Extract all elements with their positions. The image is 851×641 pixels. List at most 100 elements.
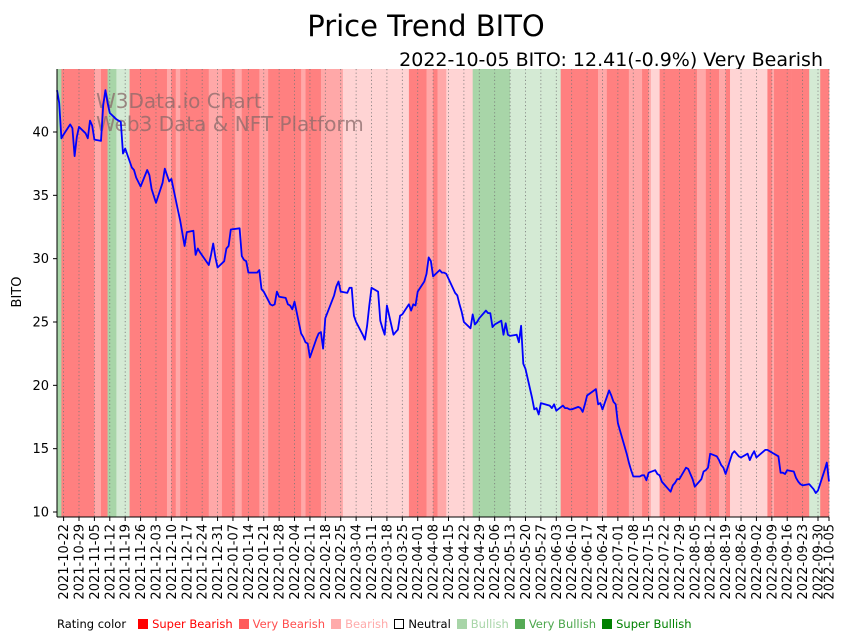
rating-band-bearish [697,69,707,517]
watermark-line-2: Web3 Data & NFT Platform [96,112,364,136]
legend-swatch [514,619,525,629]
y-axis-label: BITO [10,277,25,308]
x-tick-label: 2022-05-27 [534,524,549,600]
legend-item: Very Bullish [514,617,597,631]
rating-band-very-bearish [129,69,168,517]
y-tick-label: 10 [32,506,49,521]
x-tick-label: 2022-09-16 [781,524,796,600]
legend-swatch [331,619,342,629]
rating-band-bearish [648,69,652,517]
x-tick-label: 2021-10-29 [72,524,87,600]
x-tick-label: 2022-03-11 [365,524,380,600]
legend-label: Super Bearish [152,617,233,631]
x-tick-label: 2022-06-17 [581,524,596,600]
legend-items: Super Bearish Very Bearish Bearish Neutral B… [138,617,697,631]
rating-band-very-bearish [642,69,649,517]
rating-band-very-bearish [268,69,302,517]
x-tick-label: 2021-12-10 [165,524,180,600]
rating-band-very-bearish [560,69,599,517]
x-tick-label: 2022-09-09 [765,524,780,600]
x-tick-label: 2022-09-02 [750,524,765,600]
x-tick-label: 2022-07-08 [627,524,642,600]
x-tick-label: 2022-08-12 [704,524,719,600]
legend-swatch [238,619,249,629]
legend-label: Bearish [345,617,389,631]
x-tick-label: 2021-11-19 [119,524,134,600]
rating-band-bearish [94,69,102,517]
rating-band-bearish [166,69,172,517]
legend-item: Super Bearish [138,617,233,631]
x-tick-label: 2022-08-19 [719,524,734,600]
rating-band-neutral [650,69,660,517]
legend-label: Bullish [470,617,509,631]
rating-band-bearish [235,69,243,517]
x-tick-label: 2022-07-29 [673,524,688,600]
x-tick-label: 2022-02-18 [319,524,334,600]
y-axis-ticks: 10 15 20 25 30 35 40 [32,126,57,521]
rating-band-bearish [301,69,306,517]
x-tick-label: 2022-03-25 [396,524,411,600]
x-tick-label: 2021-11-26 [134,524,149,600]
legend-swatch [456,619,467,629]
y-tick-label: 20 [32,379,49,394]
rating-legend: Rating color Super Bearish Very Bearish Be… [57,617,698,631]
x-tick-label: 2022-04-01 [411,524,426,600]
rating-band-very-bearish [433,69,438,517]
rating-band-very-bearish [791,69,801,517]
rating-band-bearish [175,69,181,517]
legend-item: Neutral [394,617,451,631]
x-tick-label: 2022-04-15 [442,524,457,600]
x-axis-ticks: 2021-10-22 2021-10-29 2021-11-05 2021-11-12… [57,517,838,600]
legend-item: Bullish [456,617,509,631]
rating-bands [57,69,830,517]
rating-band-neutral [342,69,410,517]
rating-band-bearish [628,69,632,517]
x-tick-label: 2022-07-15 [642,524,657,600]
watermark: W3Data.io Chart Web3 Data & NFT Platform [96,89,364,136]
y-tick-label: 35 [32,189,49,204]
rating-band-bearish [771,69,775,517]
x-tick-label: 2022-01-14 [242,524,257,600]
rating-band-very-bullish [57,69,62,517]
rating-band-bearish [426,69,434,517]
rating-band-very-bearish [705,69,720,517]
y-tick-label: 25 [32,316,49,331]
x-tick-label: 2022-02-11 [303,524,318,600]
legend-label: Neutral [408,617,451,631]
y-tick-label: 15 [32,442,49,457]
x-tick-label: 2022-09-23 [796,524,811,600]
vertical-gridlines [63,69,830,517]
legend-swatch [394,619,405,629]
axes [56,69,829,518]
chart-title: Price Trend BITO [307,9,545,43]
x-tick-label: 2022-10-05 [823,524,838,600]
rating-band-very-bearish [659,69,698,517]
rating-band-very-bearish [774,69,792,517]
legend-label: Very Bullish [528,617,597,631]
x-tick-label: 2022-01-28 [273,524,288,600]
x-tick-label: 2022-07-01 [611,524,626,600]
rating-band-very-bullish [472,69,478,517]
rating-band-very-bearish [820,69,830,517]
x-tick-label: 2021-12-17 [180,524,195,600]
legend-item: Super Bullish [602,617,692,631]
x-tick-label: 2021-11-05 [88,524,103,600]
rating-band-very-bearish [767,69,773,517]
x-tick-label: 2022-05-06 [488,524,503,600]
x-tick-label: 2022-08-05 [688,524,703,600]
legend-swatch [602,619,613,629]
x-tick-label: 2021-11-12 [103,524,118,600]
y-tick-label: 30 [32,252,49,267]
x-tick-label: 2022-03-18 [380,524,395,600]
rating-band-very-bearish [61,69,95,517]
rating-band-bearish [208,69,223,517]
rating-band-bearish [631,69,643,517]
chart-subtitle: 2022-10-05 BITO: 12.41(-0.9%) Very Beari… [399,49,823,71]
x-tick-label: 2022-04-08 [427,524,442,600]
x-tick-label: 2022-07-22 [658,524,673,600]
watermark-line-1: W3Data.io Chart [96,89,262,113]
price-line [56,89,830,494]
rating-band-bearish [719,69,726,517]
x-tick-label: 2022-02-04 [288,524,303,600]
